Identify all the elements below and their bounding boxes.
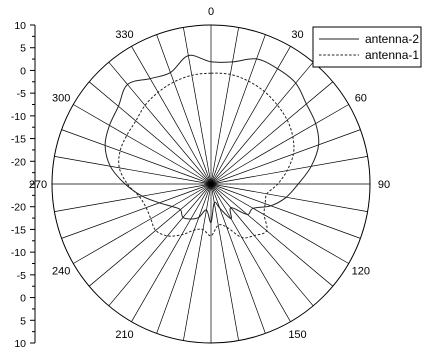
angle-tick-label: 240 — [52, 266, 70, 278]
angle-tick-label: 0 — [208, 6, 214, 18]
radial-tick-label: 5 — [20, 315, 26, 327]
radial-tick-label: -10 — [11, 111, 26, 123]
angle-tick-label: 30 — [291, 29, 303, 41]
series-layer — [104, 54, 320, 239]
spoke-line — [210, 156, 368, 185]
spoke-line — [108, 183, 212, 307]
spoke-line — [61, 129, 212, 185]
series-antenna-2 — [104, 54, 320, 224]
spoke-line — [54, 156, 212, 185]
spoke-line — [73, 183, 212, 264]
spoke-line — [183, 27, 212, 185]
angle-tick-label: 330 — [115, 29, 133, 41]
angle-tick-labels: 0306090120150180210240270300330 — [29, 6, 390, 341]
legend: antenna-2 antenna-1 — [312, 26, 422, 68]
spoke-line — [61, 183, 212, 239]
spoke-line — [54, 183, 212, 212]
angle-tick-label: 300 — [52, 93, 70, 105]
radial-tick-label: -10 — [11, 247, 26, 259]
spoke-line — [210, 27, 239, 185]
legend-label: antenna-2 — [365, 32, 419, 46]
spoke-line — [210, 129, 361, 185]
spoke-line — [210, 46, 291, 185]
center-point — [208, 181, 214, 187]
angle-tick-label: 150 — [288, 329, 306, 341]
spoke-line — [210, 183, 349, 264]
spoke-line — [210, 183, 361, 239]
spoke-line — [210, 81, 334, 185]
radial-tick-label: -5 — [17, 88, 26, 100]
angle-tick-label: 270 — [29, 179, 47, 191]
angle-tick-label: 210 — [115, 329, 133, 341]
spoke-line — [210, 183, 334, 287]
angle-tick-label: 120 — [352, 266, 370, 278]
spoke-line — [156, 183, 212, 334]
radial-tick-label: 10 — [14, 20, 26, 32]
radial-tick-label: 0 — [20, 293, 26, 305]
spoke-line — [88, 183, 212, 287]
radial-tick-label: 0 — [20, 65, 26, 77]
spoke-line — [210, 34, 266, 185]
radial-tick-label: -15 — [11, 134, 26, 146]
spoke-line — [210, 183, 239, 341]
radial-tick-label: -15 — [11, 224, 26, 236]
spoke-line — [131, 183, 212, 322]
radial-tick-label: 5 — [20, 43, 26, 55]
spoke-line — [210, 183, 314, 307]
spoke-line — [73, 104, 212, 185]
spoke-line — [108, 61, 212, 185]
angle-spokes — [52, 25, 370, 343]
series-antenna-1 — [118, 72, 295, 239]
angle-tick-label: 90 — [378, 179, 390, 191]
radial-tick-label: -20 — [11, 156, 26, 168]
legend-label: antenna-1 — [365, 48, 419, 62]
spoke-line — [131, 46, 212, 185]
spoke-line — [210, 183, 291, 322]
angle-tick-label: 60 — [355, 93, 367, 105]
radial-tick-label: -20 — [11, 202, 26, 214]
legend-box — [312, 26, 422, 68]
radial-tick-label: 10 — [14, 338, 26, 350]
radial-axis: 10 5 0 -5 -10 -15 -20 -20 -15 -10 -5 0 5 10 — [11, 20, 36, 350]
spoke-line — [210, 104, 349, 185]
spoke-line — [210, 61, 314, 185]
spoke-line — [156, 34, 212, 185]
spoke-line — [88, 81, 212, 185]
radial-tick-label: -5 — [17, 270, 26, 282]
spoke-line — [210, 183, 368, 212]
